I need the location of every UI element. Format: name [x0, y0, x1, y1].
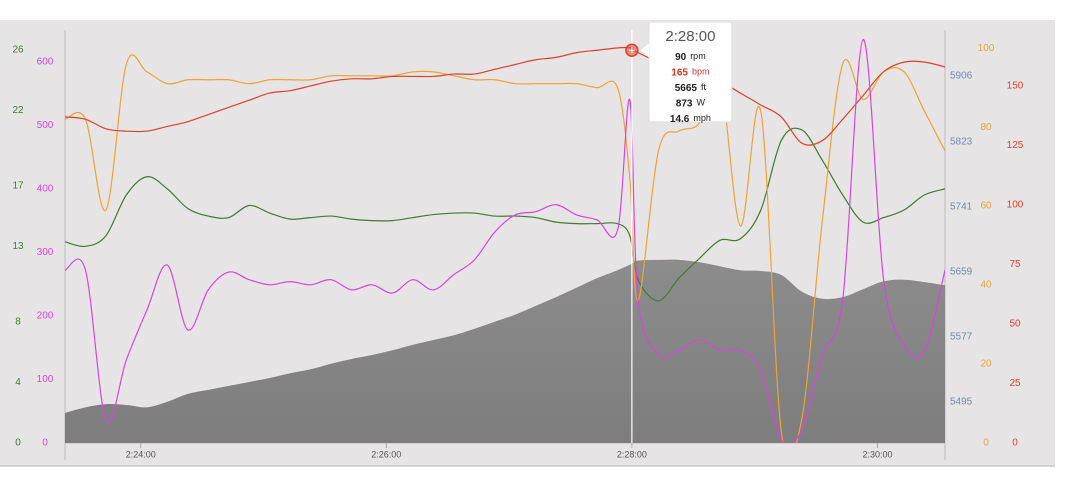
tooltip-unit: W: [696, 98, 705, 108]
x-tick-label: 2:28:00: [617, 449, 647, 459]
y-tick-label: 100: [37, 374, 54, 385]
y-tick-label: 0: [983, 438, 989, 449]
y-tick-label: 5577: [950, 331, 973, 342]
y-tick-label: 125: [1007, 140, 1024, 151]
y-tick-label: 600: [37, 56, 54, 67]
tooltip-row: 5665 ft: [675, 82, 707, 93]
y-tick-label: 4: [15, 377, 21, 388]
tooltip-row: 90 rpm: [675, 51, 706, 62]
x-tick-label: 2:30:00: [862, 449, 892, 459]
y-tick-label: 8: [15, 317, 21, 328]
y-tick-label: 200: [37, 311, 54, 322]
tooltip-row: 873 W: [676, 98, 706, 109]
x-tick-label: 2:26:00: [371, 449, 401, 459]
tooltip-unit: mph: [693, 113, 711, 123]
y-tick-label: 60: [980, 201, 992, 212]
y-tick-label: 300: [37, 247, 54, 258]
y-tick-label: 17: [12, 180, 24, 191]
y-tick-label: 0: [15, 438, 21, 449]
y-tick-label: 5659: [950, 266, 973, 277]
y-tick-label: 26: [12, 44, 24, 55]
plot-area: [65, 38, 945, 443]
y-tick-label: 50: [1009, 319, 1021, 330]
y-tick-label: 40: [980, 280, 992, 291]
tooltip-box: [648, 21, 733, 123]
tooltip-row: 14.6 mph: [670, 113, 711, 124]
y-tick-label: 0: [1012, 438, 1018, 449]
series-line: [65, 127, 945, 302]
y-tick-label: 100: [1007, 200, 1024, 211]
tooltip-unit: rpm: [690, 51, 706, 61]
tooltip-value: 90: [675, 52, 687, 63]
series-line: [65, 54, 945, 443]
tooltip-unit: bpm: [692, 67, 710, 77]
tooltip-value: 5665: [675, 83, 698, 94]
y-tick-label: 5495: [950, 396, 973, 407]
y-tick-label: 400: [37, 183, 54, 194]
y-tick-label: 5741: [950, 201, 973, 212]
y-tick-label: 80: [980, 122, 992, 133]
y-tick-label: 22: [12, 105, 24, 116]
tooltip-title: 2:28:00: [665, 28, 715, 45]
y-tick-label: 150: [1007, 81, 1024, 92]
tooltip-value: 873: [676, 98, 693, 109]
series-line: [65, 38, 945, 443]
y-tick-label: 25: [1009, 378, 1021, 389]
tooltip-unit: ft: [701, 82, 707, 92]
tooltip-value: 165: [671, 67, 688, 78]
y-tick-label: 0: [42, 438, 48, 449]
y-tick-label: 500: [37, 120, 54, 131]
y-tick-label: 5823: [950, 136, 973, 147]
tooltip-row: 165 bpm: [671, 67, 709, 78]
y-tick-label: 5906: [950, 71, 973, 82]
y-tick-label: 75: [1009, 259, 1021, 270]
tooltip-value: 14.6: [670, 114, 690, 125]
x-tick-label: 2:24:00: [126, 449, 156, 459]
y-tick-label: 13: [12, 241, 24, 252]
y-tick-label: 100: [978, 43, 995, 54]
elevation-area: [65, 259, 945, 443]
series-line: [65, 46, 945, 146]
tooltip-pointer: [640, 43, 649, 58]
y-tick-label: 20: [980, 359, 992, 370]
